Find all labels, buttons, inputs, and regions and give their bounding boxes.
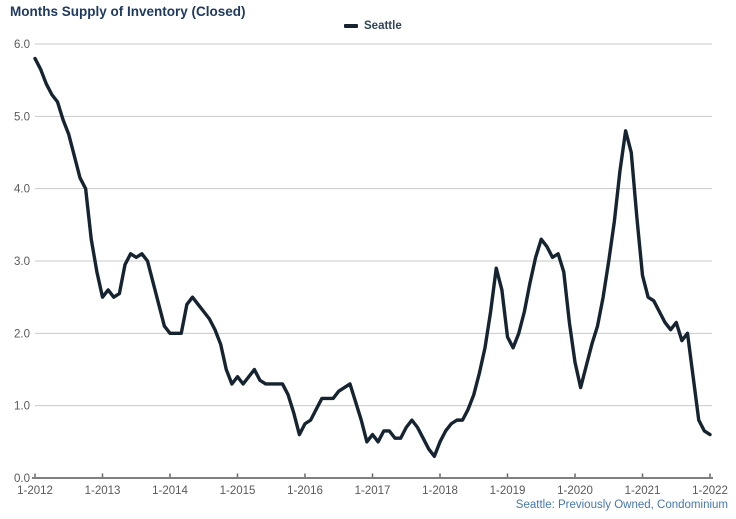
source-note: Seattle: Previously Owned, Condominium (515, 499, 728, 511)
x-axis-label: 1-2021 (625, 485, 661, 497)
chart-title: Months Supply of Inventory (Closed) (10, 4, 246, 19)
x-axis-label: 1-2018 (422, 485, 458, 497)
series-line-seattle[interactable] (33, 56, 712, 458)
x-axis-label: 1-2014 (152, 485, 188, 497)
y-axis-label: 4.0 (14, 184, 30, 196)
x-axis-label: 1-2015 (220, 485, 256, 497)
x-axis-label: 1-2017 (355, 485, 391, 497)
y-axis-label: 0.0 (14, 473, 30, 485)
x-axis-label: 1-2019 (490, 485, 526, 497)
legend-line-swatch (344, 24, 358, 28)
y-axis-label: 3.0 (14, 256, 30, 268)
y-axis-label: 1.0 (14, 401, 30, 413)
x-axis-label: 1-2012 (17, 485, 53, 497)
x-axis-label: 1-2013 (85, 485, 121, 497)
legend-label: Seattle (364, 20, 402, 32)
y-axis-label: 5.0 (14, 111, 30, 123)
x-axis-label: 1-2020 (557, 485, 593, 497)
y-axis-label: 2.0 (14, 328, 30, 340)
legend[interactable]: Seattle (344, 20, 402, 32)
x-axis-label: 1-2022 (692, 485, 728, 497)
y-axis-label: 6.0 (14, 39, 30, 51)
x-axis-label: 1-2016 (287, 485, 323, 497)
